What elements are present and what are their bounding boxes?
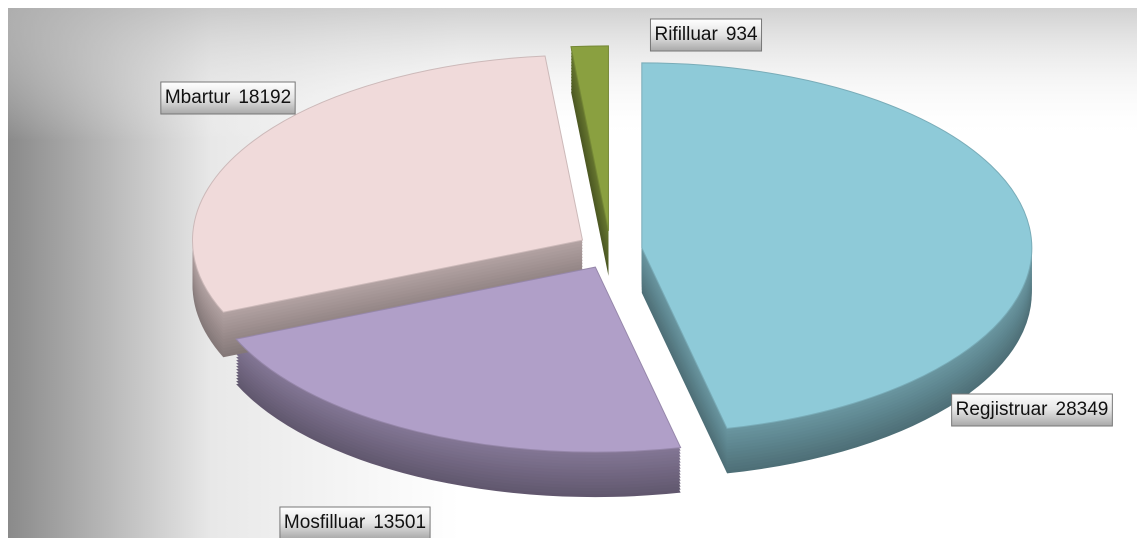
data-label-text: Mosfilluar 13501: [284, 512, 426, 533]
data-label-category: Regjistruar: [956, 399, 1049, 420]
slice: [570, 45, 609, 231]
data-label: Mbartur 18192: [160, 81, 296, 115]
data-label-text: Rifilluar 934: [654, 24, 757, 45]
data-label-value: 28349: [1056, 399, 1109, 420]
data-label-category: Mbartur: [165, 87, 231, 108]
data-label-value: 934: [726, 24, 758, 45]
data-label-box: [649, 18, 763, 52]
data-label-box: [951, 393, 1113, 427]
data-label: Regjistruar 28349: [951, 393, 1113, 427]
data-label-category: Rifilluar: [654, 24, 718, 45]
data-label-text: Mbartur 18192: [165, 87, 291, 108]
data-label: Mosfilluar 13501: [279, 506, 431, 538]
slice: [641, 62, 1033, 429]
data-label-value: 13501: [373, 512, 426, 533]
slice: [192, 55, 584, 313]
data-label-box: [279, 506, 431, 538]
slice: [235, 266, 682, 453]
data-label-box: [160, 81, 296, 115]
data-label-text: Regjistruar 28349: [956, 399, 1109, 420]
data-label-category: Mosfilluar: [284, 512, 366, 533]
data-label-value: 18192: [238, 87, 291, 108]
data-label: Rifilluar 934: [649, 18, 763, 52]
